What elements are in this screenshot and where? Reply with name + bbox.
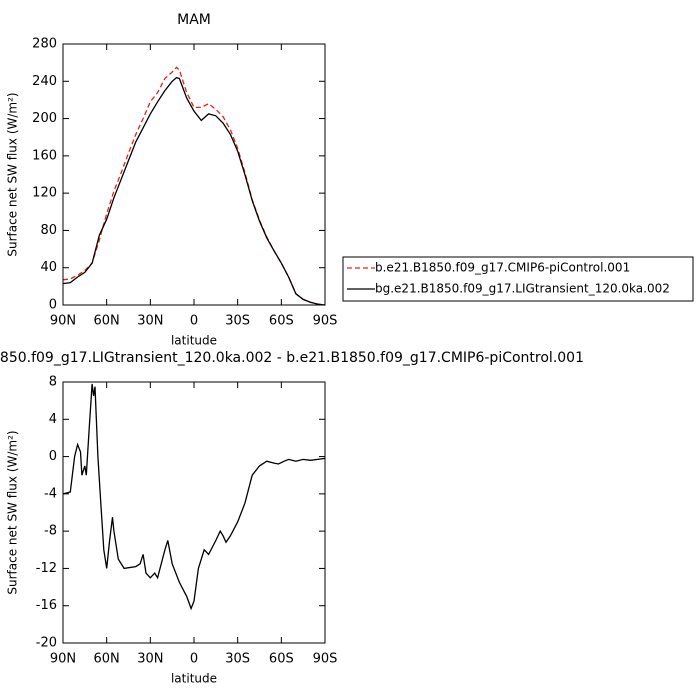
y-tick-label: 0 <box>49 298 57 313</box>
y-tick-label: 120 <box>32 186 57 201</box>
x-tick-label: 60S <box>269 314 294 329</box>
y-tick-label: -8 <box>44 524 57 539</box>
x-tick-label: 90N <box>50 652 76 667</box>
x-tick-label: 0 <box>190 652 198 667</box>
plot-frame <box>62 381 326 644</box>
y-tick-label: 0 <box>49 449 57 464</box>
x-tick-label: 90S <box>313 314 338 329</box>
data-line <box>62 383 326 611</box>
chart-title: bg.e21.B1850.f09_g17.LIGtransient_120.0k… <box>0 350 584 366</box>
y-tick-label: 240 <box>32 74 57 89</box>
y-tick-label: -16 <box>36 598 57 613</box>
x-tick-label: 60N <box>94 652 120 667</box>
y-tick-label: 8 <box>49 375 57 390</box>
legend-label: b.e21.B1850.f09_g17.CMIP6-piControl.001 <box>375 261 630 275</box>
x-tick-label: 0 <box>190 314 198 329</box>
x-tick-label: 60N <box>94 314 120 329</box>
y-tick-label: -12 <box>36 561 57 576</box>
y-tick-label: 280 <box>32 37 57 52</box>
data-line <box>62 66 326 306</box>
chart-title: MAM <box>177 12 211 28</box>
x-tick-label: 30S <box>225 652 250 667</box>
y-tick-label: 200 <box>32 111 57 126</box>
x-tick-label: 90S <box>313 652 338 667</box>
data-line <box>62 76 326 306</box>
y-tick-label: 80 <box>40 223 57 238</box>
x-axis-label: latitude <box>171 334 217 348</box>
x-tick-label: 30N <box>137 652 163 667</box>
x-tick-label: 60S <box>269 652 294 667</box>
x-axis-label: latitude <box>171 672 217 686</box>
x-tick-label: 30S <box>225 314 250 329</box>
y-tick-label: -20 <box>36 636 57 651</box>
x-tick-label: 90N <box>50 314 76 329</box>
y-tick-label: 40 <box>40 260 57 275</box>
plot-frame <box>62 43 326 306</box>
legend-label: bg.e21.B1850.f09_g17.LIGtransient_120.0k… <box>375 282 670 296</box>
y-tick-label: 160 <box>32 148 57 163</box>
y-axis-label: Surface net SW flux (W/m²) <box>6 430 20 594</box>
y-tick-label: -4 <box>44 486 57 501</box>
y-axis-label: Surface net SW flux (W/m²) <box>6 92 20 256</box>
y-tick-label: 4 <box>49 412 57 427</box>
legend-box <box>342 256 694 302</box>
x-tick-label: 30N <box>137 314 163 329</box>
